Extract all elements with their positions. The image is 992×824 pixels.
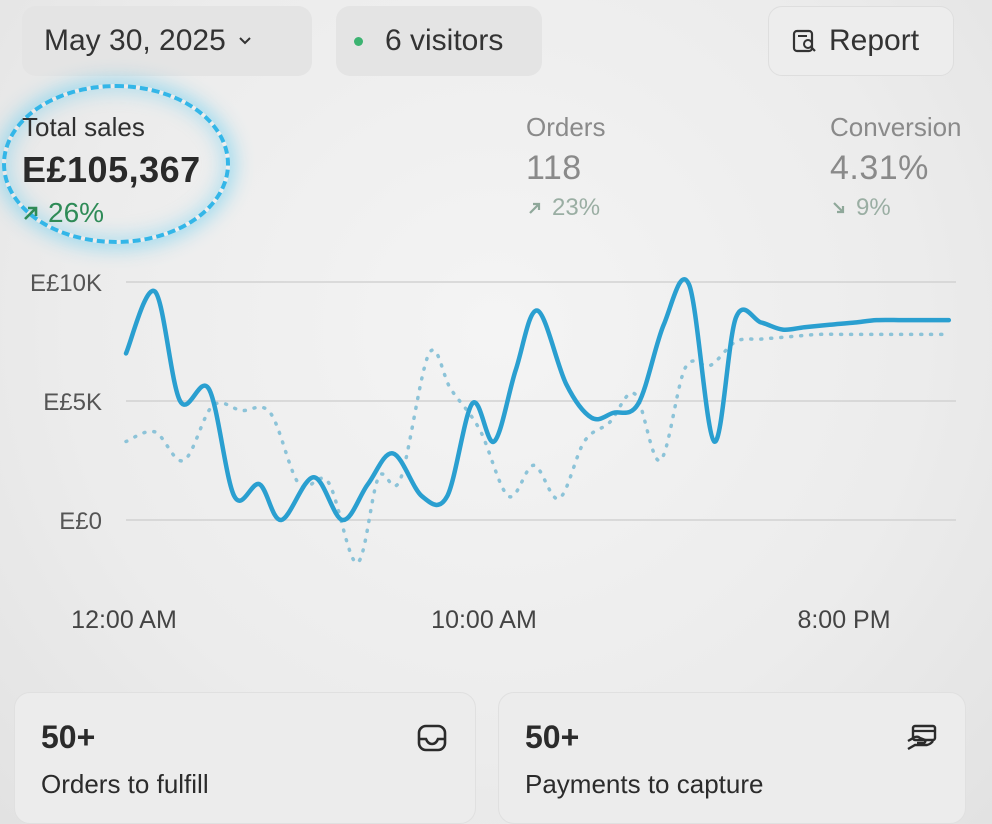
arrow-up-right-icon [24,206,38,220]
arrow-down-right-icon [833,202,845,214]
metric-value: 118 [526,149,582,187]
metric-value: 4.31% [830,149,929,187]
hand-payment-icon [907,724,937,751]
metric-change-value: 23% [552,194,601,221]
metric-orders[interactable]: Orders 118 23% [526,112,605,222]
metric-total-sales[interactable]: Total sales E£105,367 26% [22,112,201,229]
visitors-label: 6 visitors [385,24,504,57]
inbox-icon [417,724,447,752]
live-visitors-button[interactable]: 6 visitors [336,6,542,76]
payments-to-capture-card[interactable]: 50+ Payments to capture [498,692,966,824]
metric-label: Total sales [22,112,145,142]
metric-conversion[interactable]: Conversion 4.31% 9% [830,112,962,222]
card-label: Orders to fulfill [41,769,209,799]
live-dot-icon [354,36,363,46]
report-icon [792,29,816,53]
metric-change-value: 26% [48,197,105,228]
metric-change: 26% [22,197,201,229]
metric-label: Conversion [830,112,962,142]
top-bar: May 30, 2025 6 visitors Report [0,0,992,84]
y-tick-label: E£0 [59,508,102,535]
x-tick-label: 12:00 AM [71,606,177,634]
report-button[interactable]: Report [768,6,954,76]
card-value: 50+ [41,719,96,755]
chevron-down-icon [239,37,251,45]
metric-value: E£105,367 [22,149,201,190]
y-tick-label: E£10K [30,270,102,297]
date-label: May 30, 2025 [44,24,226,57]
metric-change-value: 9% [856,194,891,221]
y-tick-label: E£5K [43,389,102,416]
report-label: Report [829,24,920,57]
date-picker-button[interactable]: May 30, 2025 [22,6,312,76]
x-tick-label: 8:00 PM [797,606,890,634]
sales-series-line [123,276,952,523]
card-value: 50+ [525,719,580,755]
metric-label: Orders [526,112,606,142]
comparison-series-line [124,332,951,565]
orders-to-fulfill-card[interactable]: 50+ Orders to fulfill [14,692,476,824]
sales-chart[interactable]: E£10K E£5K E£0 12:00 AM 10:00 AM 8:00 PM [0,260,992,660]
card-label: Payments to capture [525,769,764,799]
arrow-up-right-icon [529,202,541,214]
metric-change: 23% [526,194,605,222]
total-sales-highlight [2,84,230,244]
x-tick-label: 10:00 AM [431,606,537,634]
metric-change: 9% [830,194,962,222]
